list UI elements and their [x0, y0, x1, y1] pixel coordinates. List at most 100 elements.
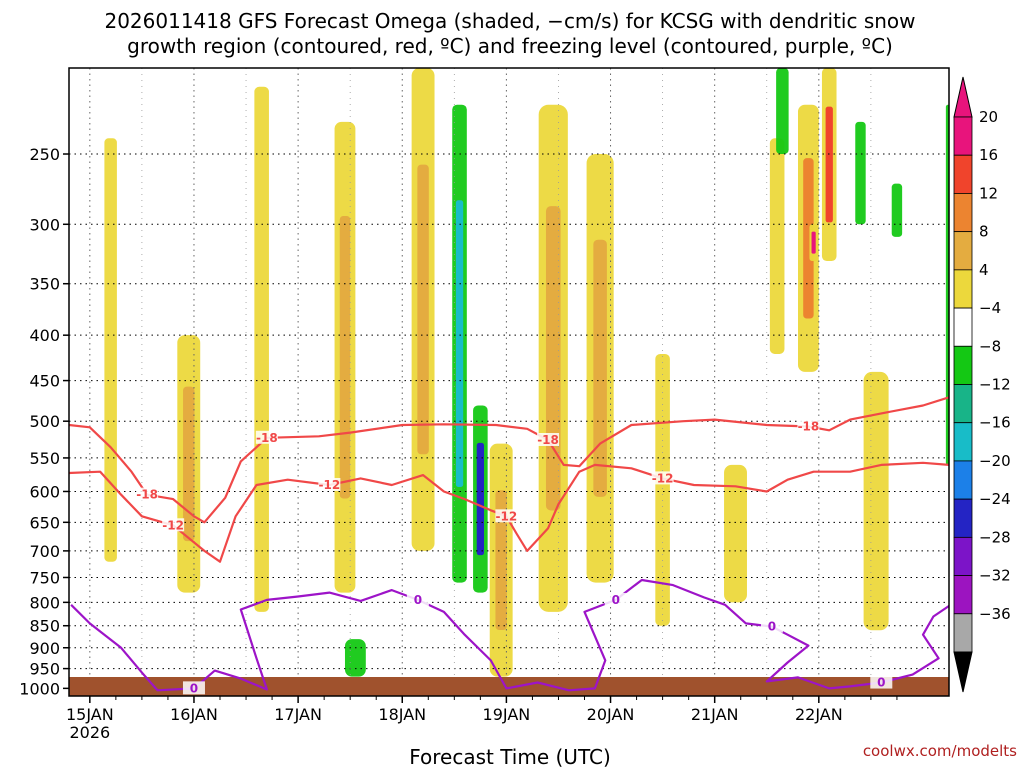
y-tick-label: 350	[29, 275, 60, 294]
y-tick-label: 550	[29, 449, 60, 468]
colorbar-swatch	[953, 575, 973, 615]
omega-shade-inner	[593, 239, 607, 497]
colorbar-swatch	[953, 422, 973, 462]
contour-label: -12	[319, 478, 341, 492]
chart-title-line-2: growth region (contoured, red, ºC) and f…	[127, 34, 893, 58]
y-tick-label: 500	[29, 412, 60, 431]
contour-label-bg	[651, 471, 674, 485]
contour-label: -12	[652, 471, 674, 485]
y-tick-label: 800	[29, 593, 60, 612]
x-tick-label: 17JAN	[274, 705, 322, 724]
y-tick-label: 1000	[19, 679, 60, 698]
contour-label-bg	[406, 592, 429, 606]
y-axis-ticks: 250 300 350 400 450 500 550 600 650 700 750 800 850 9…	[19, 145, 69, 698]
colorbar-swatch	[953, 613, 973, 653]
omega-shading-layer	[104, 68, 949, 677]
omega-shade-inner	[183, 386, 195, 542]
colorbar-label: 16	[979, 146, 998, 164]
chart-title-line-1: 2026011418 GFS Forecast Omega (shaded, −…	[104, 9, 915, 33]
ground-layer	[69, 677, 949, 696]
x-tick-label: 21JAN	[691, 705, 739, 724]
omega-shade-outer	[891, 183, 903, 237]
contour-label-bg	[162, 518, 185, 532]
y-tick-label: 600	[29, 482, 60, 501]
omega-shade-outer	[855, 121, 866, 225]
contour-label: -18	[136, 488, 158, 502]
x-tick-label: 19JAN	[483, 705, 531, 724]
colorbar-swatch	[953, 345, 973, 385]
contour-label: 0	[877, 676, 885, 690]
colorbar-label: −20	[979, 452, 1011, 470]
contour-label-bg	[318, 477, 341, 491]
contour-label: 0	[768, 620, 776, 634]
contour-label-bg	[537, 432, 560, 446]
omega-shade-outer	[104, 138, 117, 562]
omega-shade-inner	[825, 106, 833, 223]
y-tick-label: 400	[29, 326, 60, 345]
colorbar-swatch	[953, 154, 973, 194]
colorbar-label: −4	[979, 299, 1001, 317]
omega-shade-outer	[863, 371, 889, 631]
y-tick-label: 300	[29, 215, 60, 234]
colorbar-swatch	[953, 307, 973, 347]
omega-shade-inner	[495, 490, 507, 631]
omega-shade-outer	[769, 138, 785, 354]
y-tick-label: 700	[29, 542, 60, 561]
x-axis-title: Forecast Time (UTC)	[409, 745, 611, 768]
contour-label: 0	[612, 593, 620, 607]
contour-label: -18	[256, 431, 278, 445]
colorbar-label: 20	[979, 108, 998, 126]
colorbar-label: −24	[979, 490, 1011, 508]
y-tick-label: 850	[29, 617, 60, 636]
credit-text: coolwx.com/modelts	[863, 742, 1017, 760]
colorbar-label: 8	[979, 223, 989, 241]
x-tick-label: 18JAN	[378, 705, 426, 724]
contour-line-0	[70, 570, 949, 692]
colorbar-swatch	[953, 498, 973, 538]
y-tick-label: 450	[29, 372, 60, 391]
omega-shade-outer	[724, 464, 747, 603]
y-tick-label: 950	[29, 660, 60, 679]
omega-shade-inner	[811, 231, 816, 254]
contour-label-bg	[604, 592, 627, 606]
colorbar-label: −16	[979, 414, 1011, 432]
contour-label-bg	[797, 419, 820, 433]
contour-label: -12	[162, 518, 184, 532]
omega-shade-outer	[776, 68, 789, 155]
contour-label-bg	[182, 681, 205, 695]
colorbar-label: 4	[979, 261, 989, 279]
contour-label-layer: -18 -18 -18 -18 -12 -12 -12 -12 0 0 0 0 0	[136, 419, 893, 695]
contour-label-bg	[870, 675, 893, 689]
colorbar-top-arrow	[953, 76, 973, 118]
y-tick-label: 750	[29, 568, 60, 587]
colorbar-label: −36	[979, 605, 1011, 623]
colorbar-swatch	[953, 116, 973, 156]
contour-label: -18	[798, 420, 820, 434]
colorbar-swatch	[953, 536, 973, 576]
contour-label: 0	[190, 681, 198, 695]
x-tick-label: 22JAN	[795, 705, 843, 724]
colorbar-label: 12	[979, 184, 998, 202]
x-tick-label: 16JAN	[170, 705, 218, 724]
contour-label-bg	[495, 509, 518, 523]
y-tick-label: 250	[29, 145, 60, 164]
colorbar-label: −8	[979, 337, 1001, 355]
x-tick-label: 20JAN	[587, 705, 635, 724]
y-tick-label: 900	[29, 639, 60, 658]
contour-label: -18	[537, 433, 559, 447]
colorbar-bottom-arrow	[953, 651, 973, 693]
colorbar-swatch	[953, 384, 973, 424]
contour-label-bg	[136, 487, 159, 501]
colorbar-label: −12	[979, 376, 1011, 394]
omega-shade-outer	[344, 639, 366, 677]
contour-label-bg	[255, 430, 278, 444]
contour-label: -12	[496, 509, 518, 523]
colorbar-swatch	[953, 231, 973, 271]
omega-shade-inner	[339, 216, 351, 499]
ground-surface	[69, 677, 949, 696]
omega-shade-outer	[945, 104, 949, 465]
colorbar-label: −32	[979, 567, 1011, 585]
colorbar-label: −28	[979, 528, 1011, 546]
